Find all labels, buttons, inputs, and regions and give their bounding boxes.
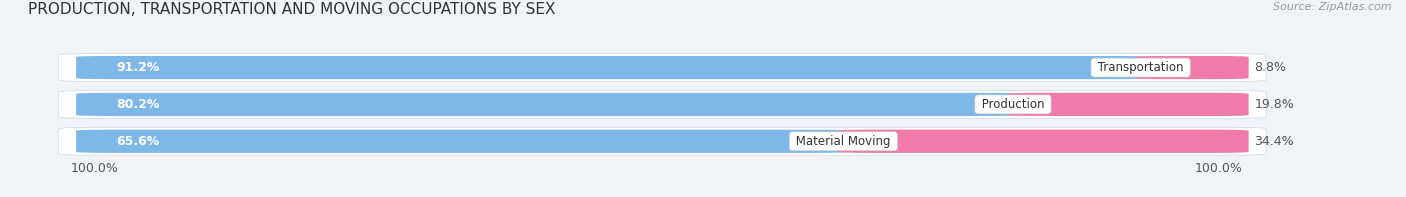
Text: 91.2%: 91.2% <box>117 61 160 74</box>
FancyBboxPatch shape <box>59 90 1265 118</box>
Text: 8.8%: 8.8% <box>1254 61 1286 74</box>
Text: 34.4%: 34.4% <box>1254 135 1294 148</box>
Text: 19.8%: 19.8% <box>1254 98 1294 111</box>
Text: Source: ZipAtlas.com: Source: ZipAtlas.com <box>1274 2 1392 12</box>
Text: Transportation: Transportation <box>1094 61 1187 74</box>
Text: PRODUCTION, TRANSPORTATION AND MOVING OCCUPATIONS BY SEX: PRODUCTION, TRANSPORTATION AND MOVING OC… <box>28 2 555 17</box>
FancyBboxPatch shape <box>59 127 1265 155</box>
FancyBboxPatch shape <box>838 130 1249 153</box>
Text: Production: Production <box>977 98 1047 111</box>
FancyBboxPatch shape <box>59 54 1265 82</box>
FancyBboxPatch shape <box>1007 93 1249 116</box>
Text: 80.2%: 80.2% <box>117 98 160 111</box>
Text: 100.0%: 100.0% <box>1195 162 1243 175</box>
Text: 100.0%: 100.0% <box>70 162 118 175</box>
Text: 65.6%: 65.6% <box>117 135 160 148</box>
FancyBboxPatch shape <box>76 93 1019 116</box>
FancyBboxPatch shape <box>76 56 1146 79</box>
FancyBboxPatch shape <box>76 130 849 153</box>
FancyBboxPatch shape <box>1135 56 1249 79</box>
Legend: Male, Female: Male, Female <box>641 193 765 197</box>
Text: Material Moving: Material Moving <box>793 135 894 148</box>
